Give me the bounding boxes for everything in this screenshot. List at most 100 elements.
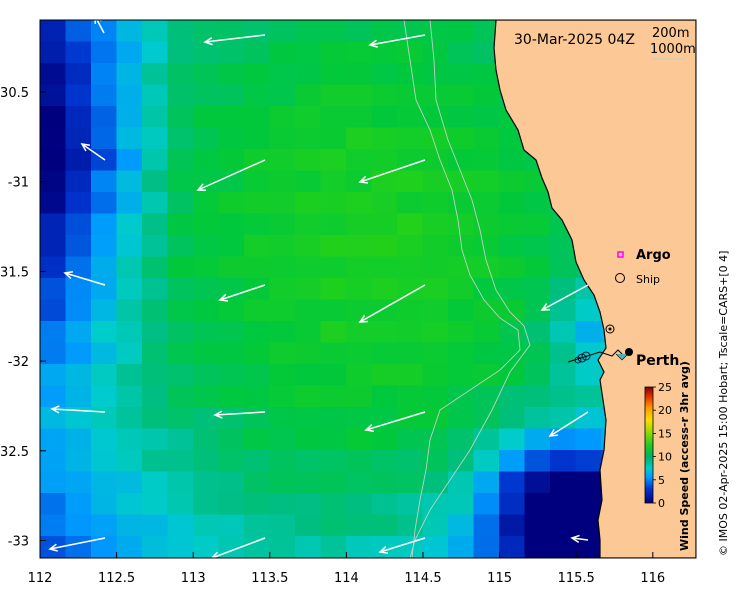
wind-cell	[422, 428, 449, 451]
wind-cell	[575, 428, 602, 451]
wind-cell	[422, 364, 449, 387]
wind-cell	[473, 170, 500, 193]
x-tick-label: 112.5	[98, 571, 135, 586]
wind-cell	[244, 428, 271, 451]
wind-cell	[422, 106, 449, 129]
wind-cell	[473, 428, 500, 451]
wind-cell	[371, 106, 398, 129]
wind-cell	[116, 407, 143, 430]
wind-cell	[193, 299, 220, 322]
wind-cell	[65, 20, 92, 43]
wind-cell	[550, 514, 577, 537]
wind-cell	[320, 536, 347, 558]
wind-cell	[448, 450, 475, 473]
wind-cell	[422, 536, 449, 558]
colorbar-tick-label: 5	[658, 474, 665, 487]
argo-marker-icon	[617, 251, 624, 258]
wind-cell	[218, 514, 245, 537]
wind-cell	[371, 127, 398, 150]
wind-cell	[193, 493, 220, 516]
wind-cell	[448, 342, 475, 365]
wind-cell	[397, 514, 424, 537]
wind-cell	[269, 364, 296, 387]
wind-cell	[269, 514, 296, 537]
wind-cell	[524, 213, 551, 236]
wind-cell	[65, 256, 92, 279]
swan-river-icon	[615, 353, 629, 361]
wind-cell	[116, 106, 143, 129]
wind-cell	[422, 192, 449, 215]
wind-cell	[397, 321, 424, 344]
wind-cell	[116, 536, 143, 558]
wind-cell	[295, 20, 322, 43]
wind-cell	[448, 192, 475, 215]
wind-cell	[269, 127, 296, 150]
wind-cell	[142, 235, 169, 258]
wind-cell	[40, 41, 67, 64]
wind-cell	[422, 149, 449, 172]
wind-cell	[550, 471, 577, 494]
wind-cell	[269, 450, 296, 473]
wind-cell	[320, 20, 347, 43]
wind-cell	[218, 235, 245, 258]
wind-arrow-head	[378, 545, 389, 554]
wind-cell	[295, 149, 322, 172]
x-axis: 112 112.5 113 113.5 114 114.5 115 115.5 116	[28, 552, 665, 586]
wind-cell	[116, 84, 143, 107]
wind-cell	[295, 428, 322, 451]
wind-cell	[448, 407, 475, 430]
colorbar-tick-label: 20	[658, 404, 672, 417]
wind-cell	[65, 450, 92, 473]
wind-cell	[397, 428, 424, 451]
wind-cell	[65, 63, 92, 86]
wind-cell	[397, 170, 424, 193]
wind-cell	[295, 493, 322, 516]
wind-cell	[40, 149, 67, 172]
wind-cell	[193, 106, 220, 129]
wind-cell	[397, 235, 424, 258]
wind-arrow	[81, 143, 106, 161]
wind-cell	[116, 256, 143, 279]
wind-cell	[269, 106, 296, 129]
wind-cell	[142, 127, 169, 150]
wind-cell	[65, 213, 92, 236]
ship-marker-icon	[615, 273, 625, 283]
wind-cell	[473, 127, 500, 150]
wind-cell	[499, 149, 526, 172]
wind-cell	[116, 342, 143, 365]
wind-cell	[40, 471, 67, 494]
wind-cell	[167, 321, 194, 344]
wind-cell	[65, 84, 92, 107]
wind-cell	[320, 342, 347, 365]
wind-cell	[550, 450, 577, 473]
wind-arrow	[549, 411, 589, 437]
wind-cell	[397, 364, 424, 387]
x-tick-label: 115	[487, 571, 512, 586]
wind-cell	[244, 63, 271, 86]
wind-arrow-head	[63, 270, 74, 279]
perth-label: Perth	[636, 353, 679, 369]
wind-cell	[116, 493, 143, 516]
wind-cell	[320, 106, 347, 129]
wind-cell	[142, 471, 169, 494]
wind-cell	[448, 385, 475, 408]
wind-cell	[550, 342, 577, 365]
wind-cell	[116, 127, 143, 150]
wind-cell	[91, 471, 118, 494]
wind-cell	[499, 192, 526, 215]
wind-cell	[346, 106, 373, 129]
wind-cell	[167, 235, 194, 258]
y-tick-label: -32	[8, 355, 29, 370]
wind-cell	[499, 342, 526, 365]
wind-arrow-head	[210, 551, 221, 558]
argo-label: Argo	[636, 248, 671, 263]
wind-cell	[40, 106, 67, 129]
wind-cell	[244, 84, 271, 107]
wind-arrow-head	[540, 303, 551, 311]
wind-cell	[346, 321, 373, 344]
wind-cell	[295, 41, 322, 64]
ship-legend: Ship	[615, 273, 660, 286]
wind-arrow	[541, 284, 589, 311]
wind-cell	[91, 63, 118, 86]
wind-cell	[346, 192, 373, 215]
